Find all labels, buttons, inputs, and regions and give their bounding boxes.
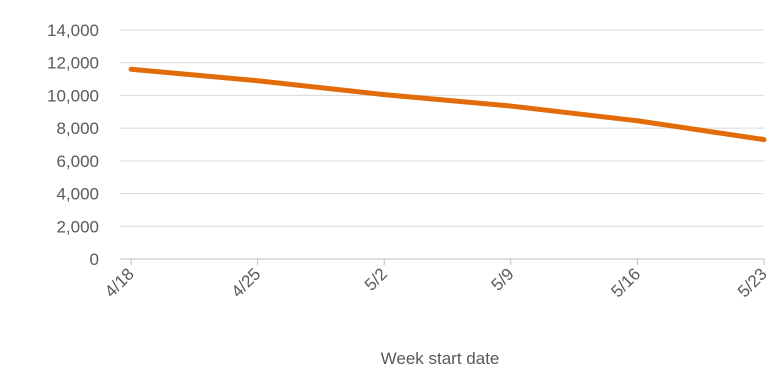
y-tick-label: 0	[90, 250, 99, 269]
x-axis	[120, 258, 765, 265]
x-axis-title: Week start date	[381, 349, 500, 368]
x-tick-label: 5/9	[487, 264, 517, 294]
gridlines	[120, 29, 764, 227]
x-tick-label: 4/25	[228, 264, 265, 301]
y-tick-label: 8,000	[56, 119, 99, 138]
x-tick-label: 5/2	[361, 264, 391, 294]
y-tick-label: 12,000	[47, 54, 99, 73]
y-tick-label: 10,000	[47, 86, 99, 105]
series-layer	[128, 66, 767, 143]
series-line	[128, 66, 767, 143]
y-tick-label: 4,000	[56, 185, 99, 204]
y-tick-label: 2,000	[56, 217, 99, 236]
y-axis-tick-labels: 0 2,000 4,000 6,000 8,000 10,000 12,000 14,000	[47, 21, 99, 269]
x-axis-tick-labels: 4/18 4/25 5/2 5/9 5/16 5/23	[101, 264, 771, 301]
y-tick-label: 14,000	[47, 21, 99, 40]
y-tick-label: 6,000	[56, 152, 99, 171]
x-tick-label: 5/23	[734, 264, 771, 301]
x-tick-label: 4/18	[101, 264, 138, 301]
x-tick-label: 5/16	[607, 264, 644, 301]
